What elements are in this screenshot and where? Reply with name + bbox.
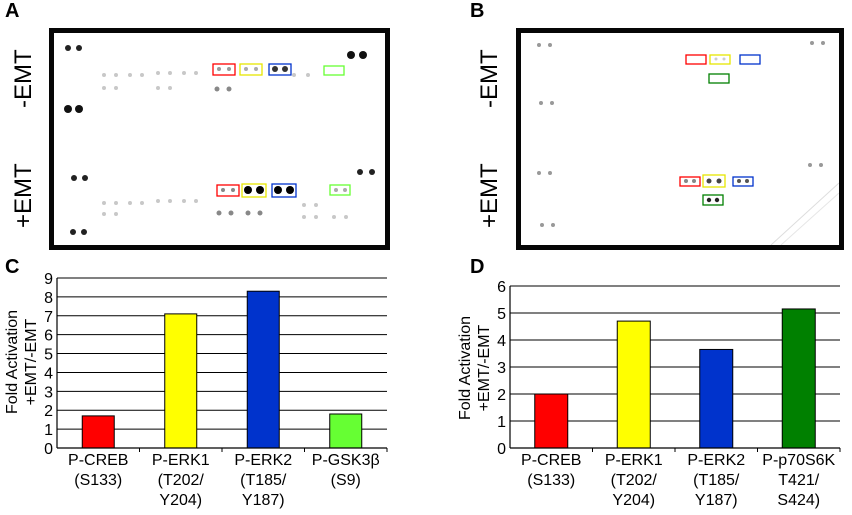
chart-c-ytick-label: 9 xyxy=(44,271,53,288)
blot-membrane-b xyxy=(521,33,839,245)
panel-label-b: B xyxy=(470,0,485,22)
chart-c-ytick-label: 5 xyxy=(44,347,53,364)
chart-c-category-label: P-ERK2 xyxy=(234,452,292,469)
chart-c-category-label: P-GSK3β xyxy=(312,452,380,469)
chart-c-ytick-label: 7 xyxy=(44,309,53,326)
chart-c-bars xyxy=(81,290,363,449)
chart-c-category-label: Y187) xyxy=(242,492,285,509)
chart-c-ytick-label: 3 xyxy=(44,384,53,401)
panel-label-d: D xyxy=(470,256,485,278)
chart-c-axes xyxy=(56,278,388,452)
chart-c-category-label: Y204) xyxy=(159,492,202,509)
chart-c-category-label: (S133) xyxy=(74,472,122,489)
chart-c-bar-4 xyxy=(329,413,363,449)
chart-c-ytick-label: 0 xyxy=(44,441,53,458)
panel-label-a: A xyxy=(5,0,20,22)
chart-c-category-label: (S9) xyxy=(331,472,361,489)
chart-c-ytick-label: 8 xyxy=(44,290,53,307)
chart-c-ylabel-line2: +EMT/-EMT xyxy=(23,318,40,405)
panel-label-c: C xyxy=(5,256,20,278)
chart-c-ytick-label: 2 xyxy=(44,403,53,420)
chart-c-category-label: P-ERK1 xyxy=(152,452,210,469)
blot-image-b xyxy=(516,28,844,250)
chart-c-bar-2 xyxy=(164,313,198,449)
chart-c-bar-1 xyxy=(81,415,115,449)
chart-c-ytick-label: 4 xyxy=(44,365,53,382)
chart-c-bar-3 xyxy=(246,290,280,449)
chart-c-ylabel-line1: Fold Activation xyxy=(4,310,21,414)
chart-c-category-label: P-CREB xyxy=(68,452,128,469)
chart-c-ytick-labels: 0 1 2 3 45 6 7 8 9 xyxy=(44,271,53,458)
chart-c-ytick-label: 1 xyxy=(44,422,53,439)
chart-c-category-label: (T202/ xyxy=(158,472,205,489)
chart-c-category-label: (T185/ xyxy=(240,472,287,489)
blot-image-a xyxy=(49,28,390,250)
chart-c-ytick-label: 6 xyxy=(44,328,53,345)
blot-spots-a xyxy=(64,45,375,235)
blot-membrane-a xyxy=(54,33,385,245)
blot-spots-b xyxy=(537,41,839,245)
chart-c-category-labels: P-CREB (S133) P-ERK1 (T202/Y204) P-ERK2 (T185… xyxy=(68,452,380,509)
